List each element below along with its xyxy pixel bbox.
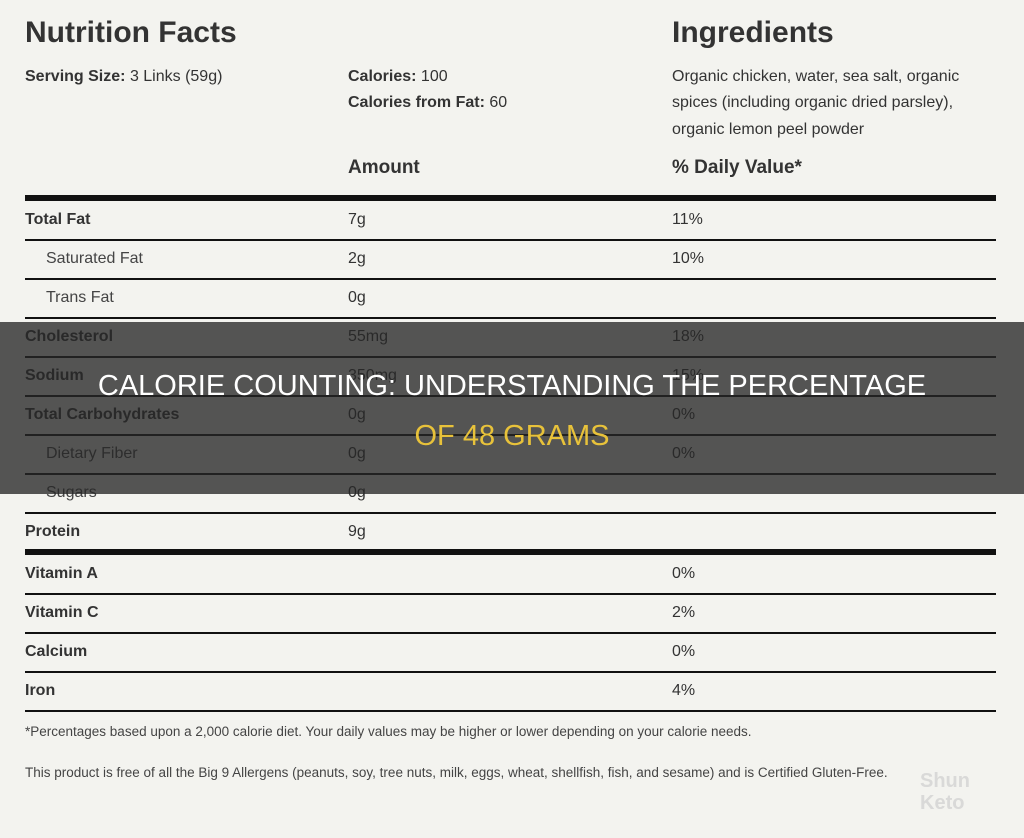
calories: Calories: 100 <box>348 67 448 87</box>
row-rule <box>25 671 996 673</box>
row-rule <box>25 239 996 241</box>
row-name: Iron <box>25 682 56 699</box>
row-name: Vitamin C <box>25 604 99 621</box>
calories-fat: Calories from Fat: 60 <box>348 93 507 113</box>
row-amount: 9g <box>348 523 366 540</box>
row-rule <box>25 317 996 319</box>
row-amount: 7g <box>348 211 366 228</box>
row-rule <box>25 278 996 280</box>
calories-value: 100 <box>420 68 448 85</box>
row-dv: 0% <box>672 565 696 582</box>
dv-header: % Daily Value* <box>672 157 802 178</box>
watermark: Keto <box>920 792 965 814</box>
row-name: Total Fat <box>25 211 91 228</box>
overlay-band <box>0 322 1024 494</box>
ingredients-line: organic lemon peel powder <box>672 121 865 138</box>
row-rule <box>25 512 996 514</box>
row-dv: 0% <box>672 643 696 660</box>
allergens: This product is free of all the Big 9 Al… <box>25 765 888 780</box>
row-name: Calcium <box>25 643 88 660</box>
calories-label: Calories: <box>348 68 417 85</box>
calories-fat-value: 60 <box>489 94 508 111</box>
amount-header: Amount <box>348 157 420 178</box>
row-rule <box>25 593 996 595</box>
row-dv: 10% <box>672 250 705 267</box>
ingredients-line: spices (including organic dried parsley)… <box>672 94 954 111</box>
row-dv: 4% <box>672 682 696 699</box>
row-amount: 0g <box>348 289 366 306</box>
row-dv: 2% <box>672 604 696 621</box>
row-amount: 2g <box>348 250 366 267</box>
serving-label: Serving Size: <box>25 68 126 85</box>
thick-rule <box>25 195 996 201</box>
row-dv: 11% <box>672 211 703 228</box>
row-name: Protein <box>25 523 81 540</box>
overlay-title: CALORIE COUNTING: UNDERSTANDING THE PERC… <box>97 370 927 402</box>
title: Nutrition Facts <box>25 16 237 49</box>
calories-fat-label: Calories from Fat: <box>348 94 485 111</box>
serving: Serving Size: 3 Links (59g) <box>25 67 222 87</box>
watermark: Shun <box>920 770 970 792</box>
thick-rule <box>25 549 996 555</box>
row-name: Vitamin A <box>25 565 98 582</box>
row-name: Saturated Fat <box>46 250 143 267</box>
row-name: Trans Fat <box>46 289 114 306</box>
ingredients-title: Ingredients <box>672 16 834 49</box>
serving-value: 3 Links (59g) <box>129 68 223 85</box>
row-rule <box>25 632 996 634</box>
row-rule <box>25 710 996 712</box>
overlay-title: OF 48 GRAMS <box>414 420 610 452</box>
ingredients-line: Organic chicken, water, sea salt, organi… <box>672 68 960 85</box>
footnote: *Percentages based upon a 2,000 calorie … <box>25 724 752 739</box>
